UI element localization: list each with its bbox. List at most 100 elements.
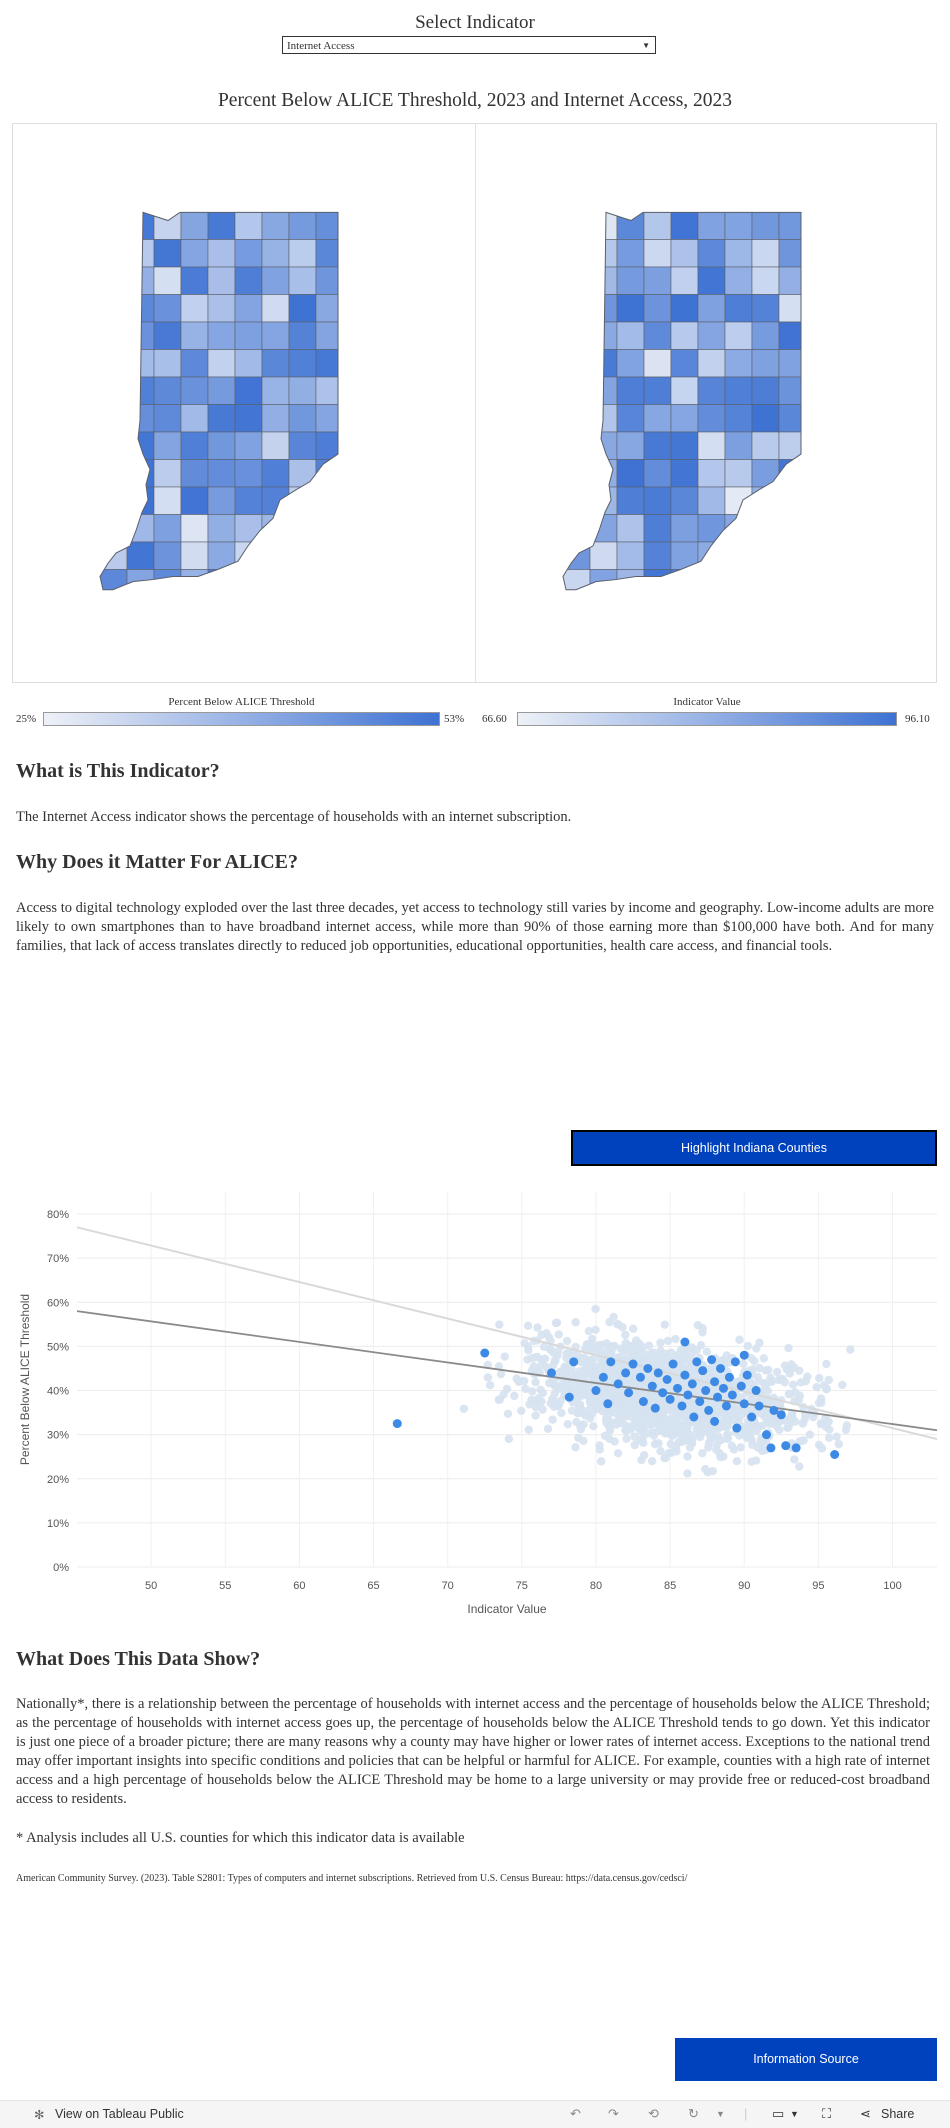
internet-map-county[interactable]: [643, 321, 672, 350]
alice-map-county[interactable]: [180, 266, 209, 295]
internet-map-county[interactable]: [778, 514, 806, 543]
alice-map-county[interactable]: [126, 294, 155, 323]
alice-map-county[interactable]: [315, 349, 343, 378]
internet-map-county[interactable]: [697, 349, 726, 378]
internet-map-county[interactable]: [751, 431, 780, 460]
alice-map-county[interactable]: [234, 239, 263, 268]
internet-map-county[interactable]: [778, 239, 806, 268]
internet-map-county[interactable]: [670, 541, 699, 570]
alice-map-county[interactable]: [288, 541, 317, 570]
internet-map-county[interactable]: [697, 212, 726, 240]
information-source-button[interactable]: Information Source: [675, 2038, 937, 2081]
alice-threshold-map[interactable]: [13, 124, 475, 682]
internet-map-county[interactable]: [589, 212, 618, 240]
alice-map-county[interactable]: [126, 569, 155, 598]
alice-map-county[interactable]: [315, 376, 343, 405]
internet-map-county[interactable]: [724, 321, 753, 350]
alice-map-county[interactable]: [207, 431, 236, 460]
indiana-county-point[interactable]: [716, 1363, 726, 1373]
internet-map-county[interactable]: [724, 266, 753, 295]
alice-map-county[interactable]: [315, 486, 343, 515]
alice-map-county[interactable]: [261, 376, 290, 405]
alice-map-county[interactable]: [207, 212, 236, 240]
internet-map-county[interactable]: [589, 294, 618, 323]
internet-map-county[interactable]: [751, 541, 780, 570]
internet-map-county[interactable]: [778, 486, 806, 515]
internet-access-map[interactable]: [476, 124, 938, 682]
internet-map-county[interactable]: [751, 459, 780, 488]
alice-map-county[interactable]: [234, 349, 263, 378]
internet-map-county[interactable]: [589, 239, 618, 268]
alice-map-county[interactable]: [261, 486, 290, 515]
internet-map-county[interactable]: [643, 404, 672, 433]
alice-map-county[interactable]: [180, 212, 209, 240]
alice-map-county[interactable]: [180, 376, 209, 405]
internet-map-county[interactable]: [616, 321, 645, 350]
indiana-county-point[interactable]: [776, 1410, 786, 1420]
indiana-county-point[interactable]: [628, 1359, 638, 1369]
alice-map-county[interactable]: [100, 321, 128, 350]
indiana-county-point[interactable]: [392, 1419, 402, 1429]
internet-map-county[interactable]: [778, 349, 806, 378]
alice-map-county[interactable]: [234, 404, 263, 433]
indiana-county-point[interactable]: [606, 1357, 616, 1367]
internet-map-county[interactable]: [724, 239, 753, 268]
internet-map-county[interactable]: [563, 294, 591, 323]
alice-map-county[interactable]: [234, 321, 263, 350]
internet-map-county[interactable]: [778, 266, 806, 295]
indiana-county-point[interactable]: [742, 1370, 752, 1380]
alice-map-county[interactable]: [153, 459, 182, 488]
indiana-county-point[interactable]: [677, 1401, 687, 1411]
alice-map-county[interactable]: [153, 349, 182, 378]
alice-map-county[interactable]: [288, 239, 317, 268]
indiana-county-point[interactable]: [680, 1370, 690, 1380]
internet-map-county[interactable]: [670, 486, 699, 515]
alice-map-county[interactable]: [153, 431, 182, 460]
internet-map-county[interactable]: [778, 541, 806, 570]
device-caret-icon[interactable]: ▼: [790, 2109, 799, 2119]
internet-map-county[interactable]: [751, 569, 780, 598]
alice-map-county[interactable]: [126, 321, 155, 350]
alice-map-county[interactable]: [153, 266, 182, 295]
alice-map-county[interactable]: [153, 514, 182, 543]
internet-map-county[interactable]: [589, 321, 618, 350]
alice-map-county[interactable]: [100, 514, 128, 543]
alice-map-county[interactable]: [288, 459, 317, 488]
indiana-county-point[interactable]: [624, 1388, 634, 1398]
internet-map-county[interactable]: [563, 239, 591, 268]
alice-map-county[interactable]: [288, 212, 317, 240]
indiana-county-point[interactable]: [739, 1399, 749, 1409]
indiana-county-point[interactable]: [754, 1401, 764, 1411]
internet-map-county[interactable]: [724, 294, 753, 323]
alice-map-county[interactable]: [315, 212, 343, 240]
alice-map-county[interactable]: [234, 569, 263, 598]
internet-map-county[interactable]: [589, 541, 618, 570]
internet-map-county[interactable]: [724, 459, 753, 488]
alice-map-county[interactable]: [288, 514, 317, 543]
alice-map-county[interactable]: [153, 404, 182, 433]
alice-map-county[interactable]: [234, 212, 263, 240]
alice-map-county[interactable]: [126, 212, 155, 240]
internet-map-county[interactable]: [616, 376, 645, 405]
indiana-county-point[interactable]: [701, 1386, 711, 1396]
alice-map-county[interactable]: [261, 266, 290, 295]
alice-map-county[interactable]: [180, 239, 209, 268]
alice-map-county[interactable]: [153, 294, 182, 323]
fullscreen-icon[interactable]: ⛶: [822, 2106, 832, 2121]
alice-map-county[interactable]: [315, 514, 343, 543]
alice-map-county[interactable]: [100, 376, 128, 405]
internet-map-county[interactable]: [616, 486, 645, 515]
indiana-county-point[interactable]: [650, 1403, 660, 1413]
internet-map-county[interactable]: [616, 569, 645, 598]
internet-map-county[interactable]: [563, 212, 591, 240]
internet-map-county[interactable]: [616, 541, 645, 570]
indicator-dropdown[interactable]: Internet Access ▼: [282, 36, 656, 54]
alice-map-county[interactable]: [100, 486, 128, 515]
internet-map-county[interactable]: [697, 376, 726, 405]
indiana-county-point[interactable]: [747, 1412, 757, 1422]
alice-map-county[interactable]: [288, 349, 317, 378]
internet-map-county[interactable]: [724, 349, 753, 378]
indiana-county-point[interactable]: [689, 1412, 699, 1422]
internet-map-county[interactable]: [724, 541, 753, 570]
indiana-county-point[interactable]: [830, 1450, 840, 1459]
